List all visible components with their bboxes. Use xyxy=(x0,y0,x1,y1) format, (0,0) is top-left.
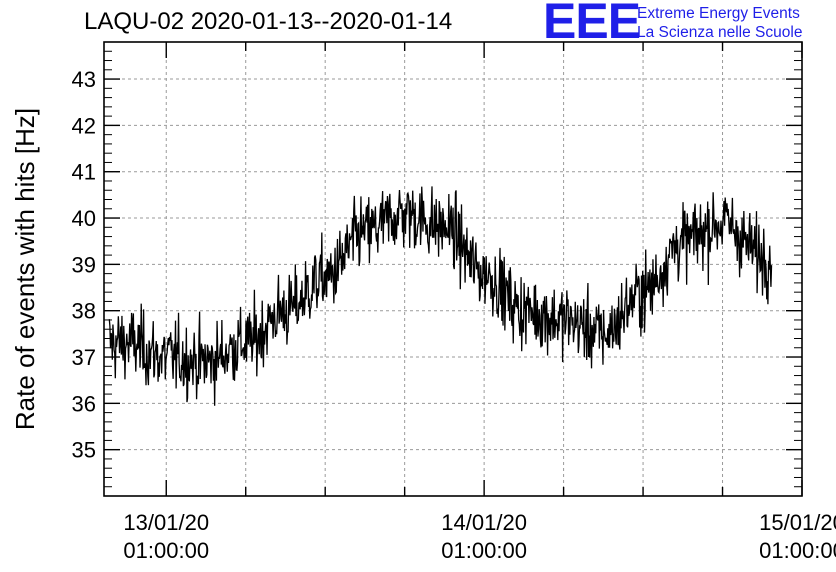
x-tick-label-date-2: 15/01/20 xyxy=(759,510,836,535)
y-tick-label-0: 35 xyxy=(72,438,96,463)
rate-series-line xyxy=(108,186,773,406)
y-tick-label-7: 42 xyxy=(72,113,96,138)
x-tick-label-time-2: 01:00:00 xyxy=(759,538,836,563)
chart-title: LAQU-02 2020-01-13--2020-01-14 xyxy=(84,8,453,35)
x-tick-label-time-1: 01:00:00 xyxy=(441,538,527,563)
x-tick-label-time-0: 01:00:00 xyxy=(123,538,209,563)
x-tick-label-date-1: 14/01/20 xyxy=(441,510,527,535)
y-tick-label-2: 37 xyxy=(72,345,96,370)
x-tick-label-date-0: 13/01/20 xyxy=(123,510,209,535)
axis-ticks xyxy=(104,41,803,496)
y-tick-label-8: 43 xyxy=(72,67,96,92)
y-tick-labels: 35 36 37 38 39 40 41 42 43 xyxy=(72,67,96,463)
x-tick-labels: 13/01/20 01:00:00 14/01/20 01:00:00 15/01/2 0… xyxy=(123,510,836,563)
y-tick-label-5: 40 xyxy=(72,206,96,231)
y-tick-label-3: 38 xyxy=(72,299,96,324)
eee-logo: EEE xyxy=(543,0,641,49)
logo-subtitle: Extreme Energy Events La Scienza nelle S… xyxy=(637,4,802,42)
y-tick-label-4: 39 xyxy=(72,252,96,277)
plot-frame xyxy=(103,41,803,497)
logo-subtitle-line1: Extreme Energy Events xyxy=(637,5,800,22)
y-tick-label-6: 41 xyxy=(72,160,96,185)
grid-lines xyxy=(104,42,802,496)
y-tick-label-1: 36 xyxy=(72,391,96,416)
logo-subtitle-line2: La Scienza nelle Scuole xyxy=(637,24,803,41)
y-axis-title: Rate of events with hits [Hz] xyxy=(10,108,40,430)
